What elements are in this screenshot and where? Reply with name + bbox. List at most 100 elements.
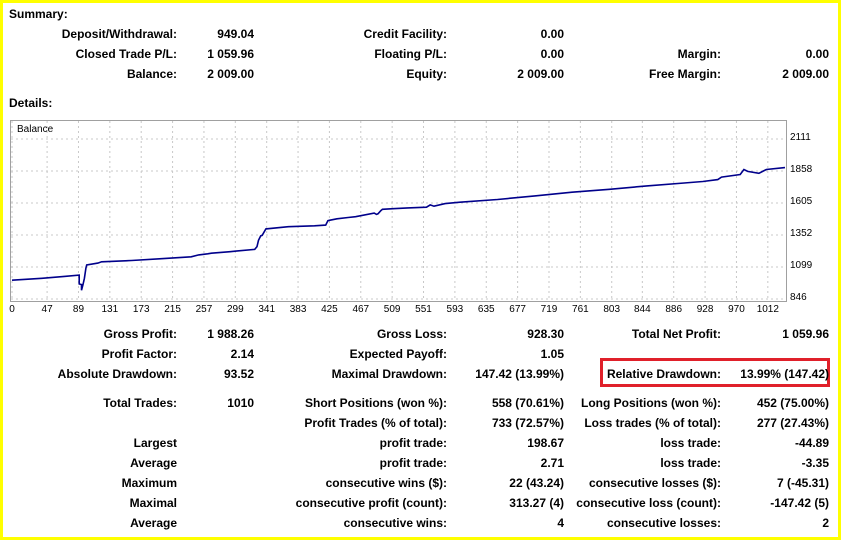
- largest-label: Largest: [133, 436, 177, 450]
- long-positions-value: 452 (75.00%): [756, 396, 829, 410]
- deposit-value: 949.04: [217, 27, 254, 41]
- x-tick-label: 928: [696, 304, 714, 315]
- x-tick-label: 0: [9, 304, 15, 315]
- x-tick-label: 467: [352, 304, 370, 315]
- x-tick-label: 341: [258, 304, 276, 315]
- total-trades-value: 1010: [227, 396, 254, 410]
- gross-profit-value: 1 988.26: [207, 327, 254, 341]
- floating-pl-value: 0.00: [540, 47, 564, 61]
- x-tick-label: 257: [195, 304, 213, 315]
- total-net-profit-value: 1 059.96: [782, 327, 829, 341]
- x-tick-label: 131: [101, 304, 119, 315]
- x-tick-label: 803: [603, 304, 621, 315]
- average-loss-value: -3.35: [801, 456, 829, 470]
- total-net-profit-label: Total Net Profit:: [631, 327, 721, 341]
- summary-title: Summary:: [9, 7, 68, 21]
- y-tick-label: 1352: [790, 228, 813, 239]
- expected-payoff-label: Expected Payoff:: [349, 347, 447, 361]
- closed-pl-value: 1 059.96: [207, 47, 254, 61]
- closed-pl-label: Closed Trade P/L:: [75, 47, 177, 61]
- maximal-consecutive-profit-value: 313.27 (4): [509, 496, 564, 510]
- x-tick-label: 383: [289, 304, 307, 315]
- free-margin-label: Free Margin:: [648, 67, 721, 81]
- average-consecutive-losses-value: 2: [822, 516, 829, 530]
- x-tick-label: 593: [446, 304, 464, 315]
- max-consecutive-losses-value: 7 (-45.31): [776, 476, 829, 490]
- relative-drawdown-label: Relative Drawdown:: [606, 367, 721, 381]
- max-consecutive-losses-label: consecutive losses ($):: [588, 476, 721, 490]
- average-label: Average: [130, 456, 177, 470]
- maximal-drawdown-label: Maximal Drawdown:: [331, 367, 447, 381]
- average-consecutive-wins-label: consecutive wins:: [343, 516, 447, 530]
- margin-label: Margin:: [677, 47, 721, 61]
- free-margin-value: 2 009.00: [782, 67, 829, 81]
- x-tick-label: 425: [321, 304, 338, 315]
- average-consecutive-wins-value: 4: [557, 516, 564, 530]
- largest-loss-value: -44.89: [794, 436, 829, 450]
- x-tick-label: 970: [728, 304, 745, 315]
- profit-trades-value: 733 (72.57%): [491, 416, 564, 430]
- maximal-consecutive-loss-value: -147.42 (5): [770, 496, 829, 510]
- relative-drawdown-highlight: [600, 358, 830, 387]
- x-tick-label: 1012: [756, 304, 779, 315]
- total-trades-label: Total Trades:: [103, 396, 177, 410]
- maximal-consecutive-loss-label: consecutive loss (count):: [576, 496, 721, 510]
- balance-chart-svg: [11, 121, 786, 301]
- y-tick-label: 1605: [790, 196, 813, 207]
- short-positions-label: Short Positions (won %):: [305, 396, 447, 410]
- average-consecutive-losses-label: consecutive losses:: [606, 516, 721, 530]
- average-profit-value: 2.71: [540, 456, 564, 470]
- average-profit-label: profit trade:: [379, 456, 447, 470]
- balance-value: 2 009.00: [207, 67, 254, 81]
- x-tick-label: 47: [41, 304, 53, 315]
- x-tick-label: 299: [226, 304, 244, 315]
- y-tick-label: 2111: [790, 132, 811, 143]
- deposit-label: Deposit/Withdrawal:: [61, 27, 177, 41]
- max-consecutive-wins-value: 22 (43.24): [509, 476, 564, 490]
- x-tick-label: 677: [509, 304, 526, 315]
- equity-value: 2 009.00: [517, 67, 564, 81]
- maximum-label: Maximum: [121, 476, 177, 490]
- average-loss-label: loss trade:: [660, 456, 721, 470]
- credit-value: 0.00: [540, 27, 564, 41]
- x-tick-label: 844: [634, 304, 651, 315]
- loss-trades-value: 277 (27.43%): [756, 416, 829, 430]
- x-tick-label: 761: [572, 304, 589, 315]
- chart-title: Balance: [17, 124, 54, 135]
- y-tick-label: 1858: [790, 164, 813, 175]
- x-tick-label: 719: [540, 304, 558, 315]
- x-tick-label: 635: [477, 304, 495, 315]
- equity-label: Equity:: [406, 67, 447, 81]
- balance-label: Balance:: [126, 67, 177, 81]
- maximal-consecutive-profit-label: consecutive profit (count):: [295, 496, 447, 510]
- balance-series-line: [11, 166, 786, 291]
- y-tick-label: 1099: [790, 260, 813, 271]
- credit-label: Credit Facility:: [363, 27, 447, 41]
- x-tick-label: 89: [72, 304, 85, 315]
- details-title: Details:: [9, 96, 53, 110]
- max-consecutive-wins-label: consecutive wins ($):: [325, 476, 447, 490]
- relative-drawdown-value: 13.99% (147.42): [740, 367, 829, 381]
- largest-loss-label: loss trade:: [660, 436, 721, 450]
- maximal-label: Maximal: [129, 496, 177, 510]
- largest-profit-value: 198.67: [527, 436, 564, 450]
- short-positions-value: 558 (70.61%): [491, 396, 564, 410]
- absolute-drawdown-value: 93.52: [223, 367, 254, 381]
- x-tick-label: 173: [132, 304, 150, 315]
- floating-pl-label: Floating P/L:: [374, 47, 447, 61]
- balance-chart: Balance: [10, 120, 787, 302]
- x-tick-label: 886: [665, 304, 683, 315]
- y-tick-label: 846: [790, 292, 807, 303]
- x-tick-label: 509: [383, 304, 401, 315]
- x-tick-label: 551: [415, 304, 432, 315]
- gross-loss-label: Gross Loss:: [376, 327, 447, 341]
- x-tick-label: 215: [164, 304, 181, 315]
- profit-factor-value: 2.14: [230, 347, 254, 361]
- long-positions-label: Long Positions (won %):: [581, 396, 721, 410]
- profit-trades-label: Profit Trades (% of total):: [304, 416, 447, 430]
- largest-profit-label: profit trade:: [379, 436, 447, 450]
- profit-factor-label: Profit Factor:: [101, 347, 177, 361]
- maximal-drawdown-value: 147.42 (13.99%): [475, 367, 564, 381]
- average-consecutive-label: Average: [130, 516, 177, 530]
